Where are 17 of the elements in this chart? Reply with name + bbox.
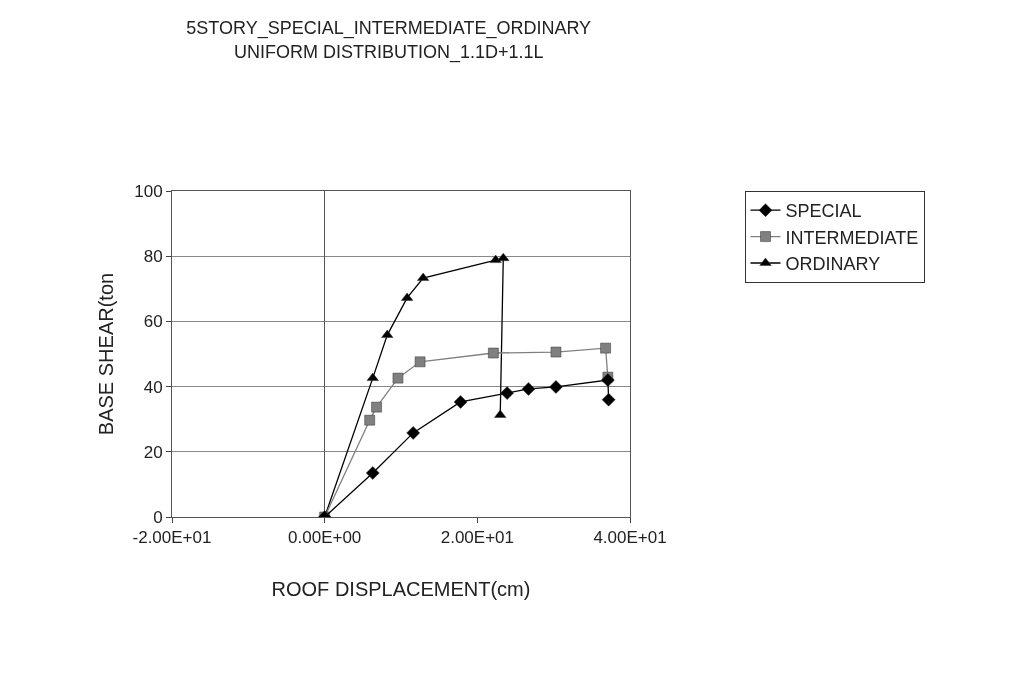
y-axis-title: BASE SHEAR(ton xyxy=(94,272,117,436)
chart-title: 5STORY_SPECIAL_INTERMEDIATE_ORDINARY xyxy=(186,18,592,40)
y-tick-label: 20 xyxy=(143,442,163,462)
chart-subtitle: UNIFORM DISTRIBUTION_1.1D+1.1L xyxy=(233,41,544,63)
x-tick-label: -2.00E+01 xyxy=(132,528,212,548)
y-tick-label: 80 xyxy=(143,247,163,267)
x-axis-title: ROOF DISPLACEMENT(cm) xyxy=(271,577,531,600)
x-tick-label: 2.00E+01 xyxy=(440,528,514,548)
x-tick-label: 4.00E+01 xyxy=(593,528,667,548)
y-tick-label: 40 xyxy=(143,377,163,397)
legend-label: SPECIAL xyxy=(785,201,862,222)
y-tick-label: 60 xyxy=(143,312,163,332)
y-tick-label: 0 xyxy=(153,507,163,527)
y-tick-label: 100 xyxy=(134,181,163,201)
legend-label: INTERMEDIATE xyxy=(785,227,919,248)
x-tick-label: 0.00E+00 xyxy=(288,528,362,548)
legend-label: ORDINARY xyxy=(785,254,881,275)
